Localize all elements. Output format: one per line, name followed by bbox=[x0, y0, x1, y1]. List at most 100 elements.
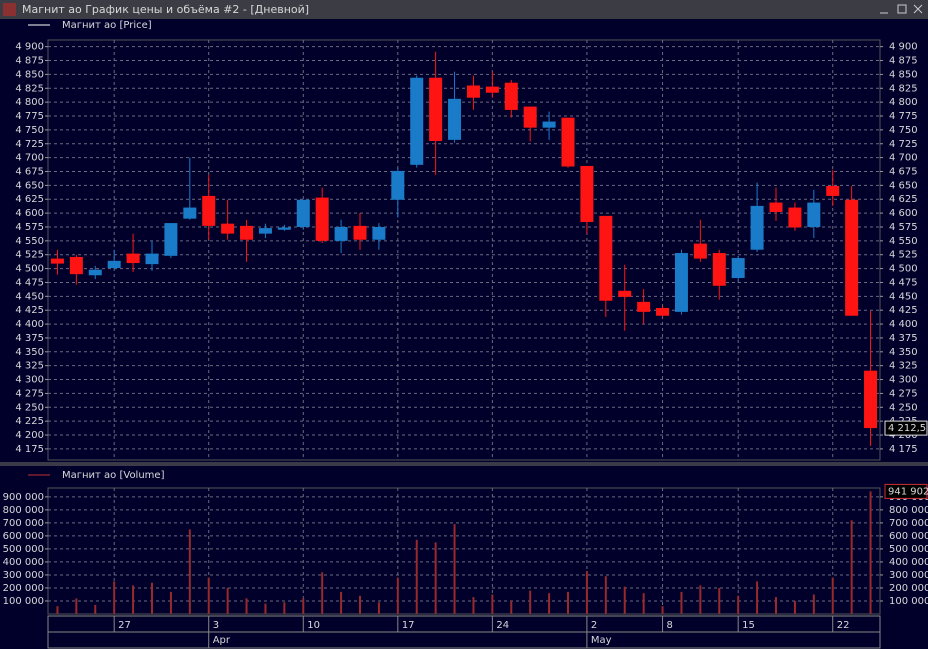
volume-bar bbox=[623, 586, 626, 614]
volume-bar bbox=[642, 593, 645, 614]
last-volume-box bbox=[884, 483, 928, 499]
candle-body bbox=[712, 253, 726, 286]
volume-bar bbox=[737, 595, 740, 614]
volume-bar bbox=[775, 597, 777, 614]
candle-body bbox=[656, 307, 670, 316]
price-plot-frame bbox=[47, 39, 881, 461]
y-tick-label: 4 500 bbox=[15, 264, 44, 275]
last-price-box bbox=[884, 420, 928, 436]
volume-bar bbox=[453, 524, 456, 614]
close-button[interactable] bbox=[913, 4, 923, 14]
volume-bar bbox=[359, 595, 361, 614]
volume-bar bbox=[245, 598, 248, 614]
y-tick-label: 4 600 bbox=[15, 208, 44, 219]
volume-bar bbox=[132, 585, 135, 614]
volume-bar bbox=[169, 591, 172, 614]
candle-body bbox=[429, 77, 443, 141]
volume-bar bbox=[680, 591, 683, 614]
y-tick-label: 200 000 bbox=[889, 583, 928, 594]
y-tick-label: 4 200 bbox=[15, 430, 44, 441]
volume-bar bbox=[491, 594, 494, 614]
candle-body bbox=[599, 215, 613, 301]
y-tick-label: 400 000 bbox=[889, 557, 928, 568]
volume-plot-frame bbox=[47, 487, 881, 615]
candle-body bbox=[50, 258, 64, 264]
y-tick-label: 4 850 bbox=[889, 69, 918, 80]
candle-body bbox=[240, 225, 254, 240]
volume-bar bbox=[812, 594, 815, 614]
y-tick-label: 100 000 bbox=[3, 596, 44, 607]
y-tick-label: 4 400 bbox=[15, 319, 44, 330]
x-tick-label: 15 bbox=[742, 620, 755, 631]
candle-body bbox=[372, 226, 386, 240]
y-tick-label: 300 000 bbox=[3, 570, 44, 581]
volume-legend: Магнит ао [Volume] bbox=[62, 470, 165, 481]
window-buttons[interactable] bbox=[880, 4, 923, 14]
window-icon bbox=[3, 3, 16, 16]
candle-body bbox=[504, 82, 518, 110]
volume-bar bbox=[567, 591, 569, 614]
y-tick-label: 4 875 bbox=[15, 56, 44, 67]
y-tick-label: 4 275 bbox=[15, 388, 44, 399]
volume-bar bbox=[529, 590, 532, 614]
y-tick-label: 4 825 bbox=[15, 83, 44, 94]
x-tick-label: 17 bbox=[402, 620, 415, 631]
y-tick-label: 4 725 bbox=[15, 139, 44, 150]
y-tick-label: 4 475 bbox=[15, 277, 44, 288]
x-tick-label: 22 bbox=[837, 620, 850, 631]
month-label: Apr bbox=[213, 635, 231, 646]
volume-bar bbox=[585, 571, 588, 614]
y-tick-label: 700 000 bbox=[889, 518, 928, 529]
volume-bar bbox=[869, 491, 872, 614]
y-tick-label: 4 250 bbox=[15, 402, 44, 413]
volume-bar bbox=[718, 587, 721, 614]
volume-bar bbox=[434, 542, 437, 614]
candle-body bbox=[731, 258, 745, 279]
y-tick-label: 4 525 bbox=[15, 250, 44, 261]
y-tick-label: 4 375 bbox=[889, 333, 918, 344]
volume-bar bbox=[283, 602, 286, 614]
maximize-button[interactable] bbox=[897, 4, 907, 14]
y-tick-label: 600 000 bbox=[3, 531, 44, 542]
y-tick-label: 4 275 bbox=[889, 388, 918, 399]
volume-bar bbox=[340, 591, 343, 614]
volume-bar bbox=[661, 606, 664, 614]
volume-bar bbox=[113, 581, 116, 614]
volume-bar bbox=[226, 587, 229, 614]
candle-body bbox=[485, 86, 499, 93]
y-tick-label: 4 750 bbox=[889, 125, 918, 136]
candle-body bbox=[674, 253, 688, 312]
volume-bar bbox=[207, 577, 210, 614]
y-tick-label: 4 600 bbox=[889, 208, 918, 219]
volume-bar bbox=[604, 576, 607, 614]
last-price-label: 4 212,5 bbox=[888, 423, 926, 434]
volume-bar bbox=[510, 600, 513, 614]
y-tick-label: 4 250 bbox=[889, 402, 918, 413]
volume-bar bbox=[850, 520, 853, 614]
y-tick-label: 100 000 bbox=[889, 596, 928, 607]
candle-body bbox=[391, 170, 405, 200]
y-tick-label: 4 425 bbox=[15, 305, 44, 316]
candle-body bbox=[202, 195, 216, 226]
volume-bar bbox=[756, 581, 759, 614]
y-tick-label: 4 700 bbox=[889, 153, 918, 164]
y-tick-label: 4 425 bbox=[889, 305, 918, 316]
candle-body bbox=[750, 205, 764, 250]
x-tick-label: 3 bbox=[213, 620, 219, 631]
volume-bar bbox=[264, 603, 267, 614]
candle-body bbox=[693, 243, 707, 259]
y-tick-label: 4 575 bbox=[15, 222, 44, 233]
y-tick-label: 900 000 bbox=[3, 492, 44, 503]
volume-bar bbox=[321, 572, 324, 614]
y-tick-label: 4 650 bbox=[889, 180, 918, 191]
y-tick-label: 4 775 bbox=[15, 111, 44, 122]
y-tick-label: 4 475 bbox=[889, 277, 918, 288]
candle-body bbox=[88, 269, 102, 276]
y-tick-label: 4 350 bbox=[15, 347, 44, 358]
candle-body bbox=[296, 199, 310, 227]
volume-bar bbox=[831, 577, 834, 614]
candle-body bbox=[126, 253, 140, 264]
y-tick-label: 800 000 bbox=[3, 505, 44, 516]
candle-body bbox=[183, 207, 197, 219]
